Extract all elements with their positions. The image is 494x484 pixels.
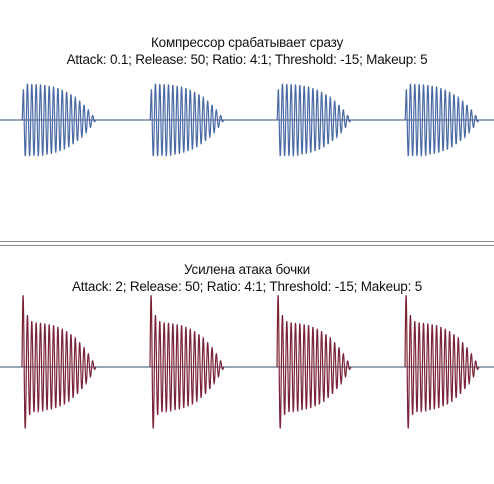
drum-hit-1 (21, 295, 97, 429)
panel-divider-upper (0, 241, 494, 242)
drum-hit-2 (149, 295, 225, 429)
drum-hit-1 (21, 83, 97, 158)
bottom-panel-settings: Attack: 2; Release: 50; Ratio: 4:1; Thre… (72, 279, 422, 294)
drum-hit-4 (404, 83, 480, 158)
drum-hit-3 (276, 83, 352, 158)
bottom-panel-title: Усилена атака бочки (184, 262, 310, 277)
drum-hit-4 (404, 295, 480, 429)
top-waveform (0, 83, 494, 158)
bottom-waveform (0, 295, 494, 429)
drum-hit-2 (149, 83, 225, 158)
top-waveform-panel: Компрессор срабатывает сразу Attack: 0.1… (0, 0, 494, 238)
drum-hit-3 (276, 295, 352, 429)
bottom-waveform-panel: Усилена атака бочки Attack: 2; Release: … (0, 250, 494, 484)
top-panel-title: Компрессор срабатывает сразу (150, 35, 343, 50)
panel-divider-lower (0, 245, 494, 246)
top-panel-settings: Attack: 0.1; Release: 50; Ratio: 4:1; Th… (66, 52, 428, 67)
